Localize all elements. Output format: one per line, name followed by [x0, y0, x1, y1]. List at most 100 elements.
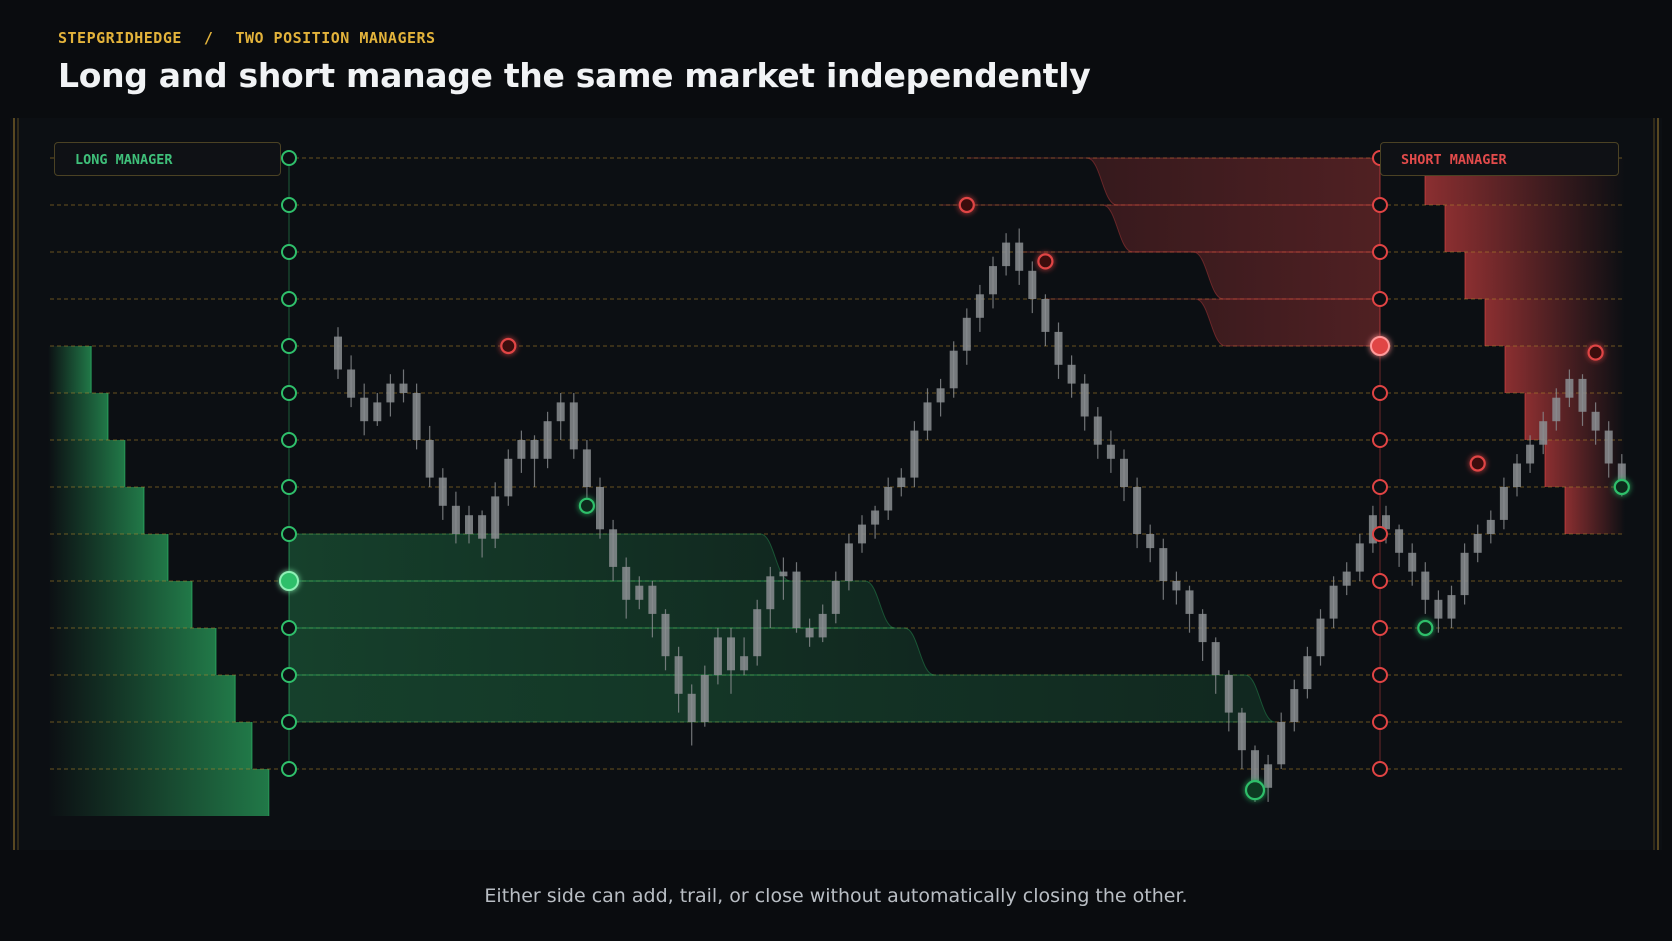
long-entry-marker [1244, 780, 1266, 801]
candle-body [1447, 595, 1456, 619]
candle [1316, 609, 1325, 666]
short-entry-marker [1469, 455, 1486, 472]
long-nodes [279, 150, 299, 777]
candle [386, 374, 395, 417]
candle-body [556, 402, 565, 422]
candle-body [609, 529, 618, 567]
candle [779, 557, 788, 600]
candle-body [1028, 270, 1037, 299]
candle [347, 355, 356, 408]
candle [1447, 585, 1456, 628]
candle [648, 581, 657, 638]
candle [962, 308, 971, 365]
short-ladder-step [1445, 205, 1625, 252]
candle [1329, 576, 1338, 628]
short-grid-node [1372, 714, 1388, 730]
short-ladder-step [1485, 299, 1625, 346]
candle-body [360, 397, 369, 422]
candle-body [884, 487, 893, 511]
candle-body [386, 383, 395, 403]
candle-body [1526, 444, 1535, 464]
candle [1552, 388, 1561, 431]
candle [451, 491, 460, 544]
long-ladder-step [48, 534, 168, 581]
long-trail-band [288, 674, 1276, 723]
candle-body [530, 440, 539, 459]
long-grid-node [281, 432, 297, 448]
candle [1028, 261, 1037, 314]
candle [399, 369, 408, 403]
candle [1237, 707, 1246, 769]
candle-body [517, 440, 526, 459]
candle [1499, 477, 1508, 530]
candle-body [713, 637, 722, 675]
candle-body [569, 402, 578, 450]
candle-body [451, 505, 460, 534]
grid-diagram [13, 118, 1659, 850]
candle-body [596, 487, 604, 530]
long-grid-node [281, 667, 297, 683]
breadcrumb-app: STEPGRIDHEDGE [58, 29, 182, 47]
candle [412, 383, 421, 450]
candle-body [1617, 463, 1626, 483]
candle-body [910, 430, 919, 478]
candle-body [792, 571, 801, 628]
candle [831, 571, 840, 624]
breadcrumb: STEPGRIDHEDGE / TWO POSITION MANAGERS [58, 29, 436, 47]
candle-body [1093, 416, 1102, 445]
long-entry-marker [578, 497, 596, 514]
candle-body [674, 656, 683, 694]
candle [1002, 233, 1011, 276]
candle-body [805, 628, 814, 638]
candle-body [1565, 378, 1574, 398]
candle [556, 393, 565, 440]
candle-body [1080, 383, 1089, 417]
candle-body [858, 524, 866, 544]
candle-body [1486, 519, 1495, 534]
candle-body [1264, 764, 1273, 788]
candle-body [844, 543, 853, 581]
long-ladder-step [48, 628, 216, 675]
candle-body [1473, 534, 1482, 553]
short-trail-band [1019, 251, 1381, 300]
candle [805, 618, 814, 647]
candle [1172, 571, 1181, 605]
candle [1224, 670, 1233, 732]
candle-body [1133, 487, 1142, 534]
short-ladder [1424, 158, 1625, 534]
long-entry-marker [1417, 619, 1434, 637]
candle [1526, 435, 1535, 473]
candle-body [1303, 656, 1312, 690]
candle [1395, 524, 1404, 567]
candle-body [1408, 552, 1417, 572]
candle [373, 393, 382, 426]
candle-body [1316, 618, 1325, 657]
short-trail-band [940, 204, 1381, 253]
candle [949, 341, 958, 398]
candle-body [1106, 444, 1115, 459]
candle-body [779, 571, 788, 577]
candle-body [753, 609, 762, 657]
short-trail-band [966, 157, 1381, 206]
candle-body [1395, 529, 1404, 553]
candle-body [989, 266, 997, 295]
long-grid-node [281, 338, 297, 354]
long-grid-node [281, 714, 297, 730]
candle-body [1211, 642, 1220, 675]
candle [727, 628, 735, 694]
long-grid-node [281, 244, 297, 260]
short-ladder-step [1565, 487, 1625, 534]
short-ladder-step [1465, 252, 1625, 299]
candle-body [1237, 712, 1246, 751]
candle [740, 637, 749, 675]
candle [700, 665, 709, 727]
candle [1368, 505, 1377, 553]
candle [753, 599, 762, 666]
candle [766, 566, 775, 628]
candle [360, 383, 369, 436]
breadcrumb-separator: / [203, 29, 214, 47]
candle-body [1539, 421, 1548, 445]
short-grid-node [1372, 761, 1388, 777]
candle-body [1041, 299, 1050, 332]
candle-body [923, 402, 932, 431]
